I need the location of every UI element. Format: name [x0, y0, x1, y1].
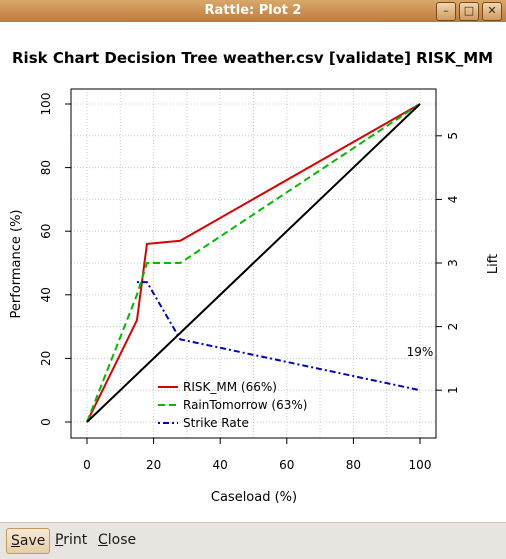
title-bar: Rattle: Plot 2 – □ ✕	[0, 0, 506, 23]
y2-tick-label: 5	[446, 132, 460, 140]
minimize-icon[interactable]: –	[436, 2, 456, 21]
y2-tick-label: 4	[446, 196, 460, 204]
series-line-2	[136, 281, 421, 392]
y-tick-label: 60	[39, 224, 53, 239]
x-tick-label: 80	[346, 458, 361, 472]
y-tick-label: 40	[39, 287, 53, 302]
chart-title: Risk Chart Decision Tree weather.csv [va…	[12, 49, 493, 67]
x-tick-label: 0	[83, 458, 91, 472]
risk-chart: Risk Chart Decision Tree weather.csv [va…	[9, 49, 501, 505]
legend-label-0: RISK_MM (66%)	[183, 380, 277, 394]
series-line-0	[86, 103, 421, 423]
legend-label-1: RainTomorrow (63%)	[183, 398, 307, 412]
series-line-3	[86, 103, 421, 423]
x-tick-label: 100	[409, 458, 432, 472]
maximize-icon[interactable]: □	[459, 2, 479, 21]
close-icon[interactable]: ✕	[482, 2, 502, 21]
x-axis-label: Caseload (%)	[211, 490, 297, 505]
y2-tick-label: 2	[446, 323, 460, 331]
plot-area: Risk Chart Decision Tree weather.csv [va…	[0, 22, 506, 522]
y-axis-label: Performance (%)	[9, 209, 24, 318]
annotation-label: 19%	[407, 345, 434, 359]
x-tick-label: 60	[279, 458, 294, 472]
window-title: Rattle: Plot 2	[204, 3, 302, 18]
x-tick-label: 40	[213, 458, 228, 472]
y-tick-label: 20	[39, 351, 53, 366]
y-tick-label: 0	[39, 418, 53, 426]
x-tick-label: 20	[146, 458, 161, 472]
button-bar: Save Print Close	[0, 522, 506, 559]
series-line-1	[86, 103, 421, 423]
y2-tick-label: 1	[446, 386, 460, 394]
y2-axis-label: Lift	[486, 254, 501, 274]
y-tick-label: 80	[39, 160, 53, 175]
y2-tick-label: 3	[446, 259, 460, 267]
y-tick-label: 100	[39, 93, 53, 116]
save-button[interactable]: Save	[6, 528, 51, 554]
print-button[interactable]: Print	[55, 532, 88, 548]
legend-label-2: Strike Rate	[183, 416, 249, 430]
close-button[interactable]: Close	[98, 532, 137, 548]
